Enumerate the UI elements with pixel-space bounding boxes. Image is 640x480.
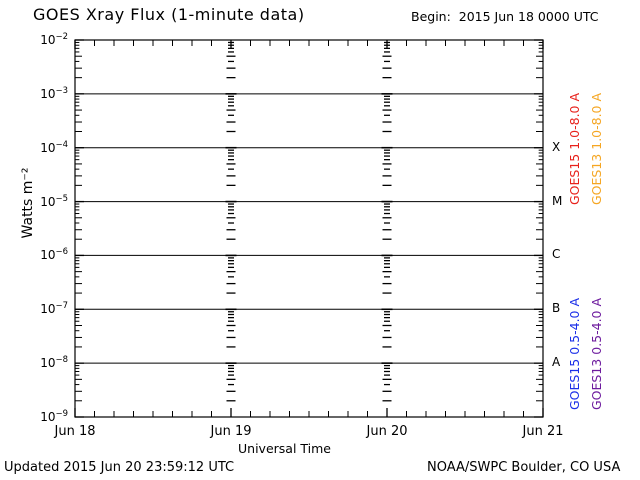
chart-title: GOES Xray Flux (1-minute data) (33, 5, 305, 24)
x-tick-label: Jun 18 (54, 424, 96, 439)
y-tick-label: 10−3 (40, 85, 68, 101)
x-axis-title: Universal Time (238, 441, 331, 456)
flare-class-A: A (552, 355, 561, 370)
flare-class-X: X (552, 139, 561, 154)
y-tick-label: 10−9 (40, 409, 68, 424)
y-tick-label: 10−5 (40, 193, 68, 209)
y-tick-label: 10−8 (40, 355, 68, 371)
organization-label: NOAA/SWPC Boulder, CO USA (427, 460, 621, 475)
x-tick-label: Jun 21 (522, 424, 564, 439)
y-tick-label: 10−6 (40, 247, 68, 263)
begin-time-label: Begin: 2015 Jun 18 0000 UTC (411, 9, 599, 24)
flare-class-B: B (552, 301, 561, 316)
y-tick-label: 10−4 (40, 139, 68, 155)
x-tick-label: Jun 20 (366, 424, 408, 439)
y-tick-label: 10−7 (40, 301, 68, 317)
x-tick-label: Jun 19 (210, 424, 252, 439)
updated-timestamp: Updated 2015 Jun 20 23:59:12 UTC (4, 460, 235, 475)
y-tick-label: 10−2 (40, 32, 68, 47)
flare-class-C: C (552, 247, 561, 262)
flare-class-M: M (552, 193, 563, 208)
